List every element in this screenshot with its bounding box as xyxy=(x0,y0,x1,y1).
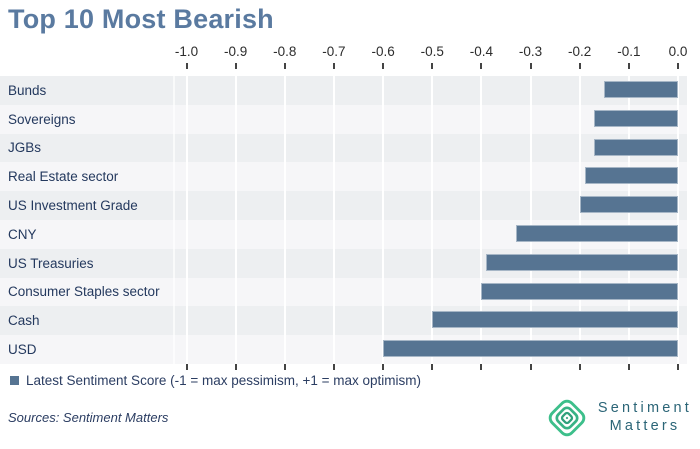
category-label: JGBs xyxy=(8,140,42,156)
category-label: Consumer Staples sector xyxy=(8,284,160,300)
axis-tick-mark xyxy=(578,63,581,69)
sentiment-bar xyxy=(383,340,678,358)
axis-tick-label: -0.8 xyxy=(273,44,297,59)
category-label: Sovereigns xyxy=(8,111,76,127)
axis-tick-label: -0.9 xyxy=(224,44,248,59)
sentiment-bar xyxy=(579,196,678,214)
brand-line-1: Sentiment xyxy=(597,400,692,417)
table-row: USD xyxy=(0,335,687,364)
table-row: Sovereigns xyxy=(0,104,687,134)
category-label: Real Estate sector xyxy=(8,169,119,185)
brand-logo: Sentiment Matters xyxy=(545,396,692,440)
table-row: US Treasuries xyxy=(0,248,687,278)
sentiment-bar xyxy=(604,81,678,98)
axis-tick-mark xyxy=(529,63,532,69)
sentiment-bar xyxy=(584,167,678,185)
axis-tick-mark xyxy=(677,364,679,370)
plot-rows: Bunds Sovereigns JGBs Real Estate sector US … xyxy=(0,76,687,364)
axis-tick-mark xyxy=(480,364,483,370)
sources-note: Sources: Sentiment Matters xyxy=(8,410,169,425)
sentiment-bar xyxy=(594,138,678,156)
sentiment-bar xyxy=(515,224,678,242)
category-label: US Treasuries xyxy=(8,255,94,271)
axis-tick-mark xyxy=(283,63,286,69)
axis-tick-mark xyxy=(332,364,335,370)
axis-tick-mark xyxy=(382,364,385,370)
axis-tick-mark xyxy=(431,63,434,69)
sentiment-bar xyxy=(481,282,678,300)
axis-tick-label: -0.4 xyxy=(469,44,494,59)
axis-tick-mark xyxy=(185,63,188,69)
axis-tick-label: -1.0 xyxy=(174,44,199,59)
axis-tick-mark xyxy=(185,364,188,370)
axis-tick-label: -0.6 xyxy=(371,44,395,59)
table-row: US Investment Grade xyxy=(0,191,687,220)
axis-tick-mark xyxy=(529,364,532,370)
category-label: CNY xyxy=(8,226,37,242)
axis-tick-mark xyxy=(234,364,237,370)
axis-tick-label: 0.0 xyxy=(668,44,688,59)
axis-tick-mark xyxy=(627,364,630,370)
axis-tick-mark xyxy=(431,364,434,370)
table-row: Consumer Staples sector xyxy=(0,277,687,307)
axis-tick-mark xyxy=(332,63,335,69)
table-row: Bunds xyxy=(0,76,687,105)
axis-tick-mark xyxy=(382,63,385,69)
axis-tick-label: -0.7 xyxy=(322,44,346,59)
axis-tick-mark xyxy=(234,63,237,69)
sentiment-bar xyxy=(432,311,678,329)
page-title: Top 10 Most Bearish xyxy=(8,4,274,34)
category-label: US Investment Grade xyxy=(8,198,138,214)
brand-wordmark: Sentiment Matters xyxy=(598,400,692,435)
category-label: USD xyxy=(8,342,37,358)
axis-tick-mark xyxy=(480,63,483,69)
axis-tick-mark xyxy=(677,63,679,69)
axis-tick-mark xyxy=(578,364,581,370)
sentiment-bar xyxy=(486,253,678,271)
category-label: Cash xyxy=(8,313,40,329)
sentiment-bar xyxy=(594,109,678,127)
axis-tick-label: -0.1 xyxy=(617,44,641,59)
axis-tick-label: -0.5 xyxy=(420,44,444,59)
chart-area: Bunds Sovereigns JGBs Real Estate sector US … xyxy=(0,76,687,364)
x-axis-bottom xyxy=(0,364,700,372)
x-axis-top: -1.0 -0.9 -0.8 -0.7 -0.6 -0.5 -0.4 -0.3 -0.2 -0.1… xyxy=(0,42,700,76)
legend-label: Latest Sentiment Score (-1 = max pessimi… xyxy=(26,373,422,388)
table-row: CNY xyxy=(0,219,687,249)
table-row: JGBs xyxy=(0,133,687,163)
legend: Latest Sentiment Score (-1 = max pessimi… xyxy=(10,373,421,388)
brand-line-2: Matters xyxy=(609,418,681,434)
axis-tick-mark xyxy=(627,63,630,69)
legend-marker-icon xyxy=(10,376,19,385)
axis-tick-mark xyxy=(283,364,286,370)
axis-tick-label: -0.2 xyxy=(568,44,592,59)
axis-tick-label: -0.3 xyxy=(518,44,543,59)
table-row: Real Estate sector xyxy=(0,162,687,192)
table-row: Cash xyxy=(0,306,687,336)
category-label: Bunds xyxy=(8,82,47,98)
nested-diamonds-icon xyxy=(548,399,586,437)
